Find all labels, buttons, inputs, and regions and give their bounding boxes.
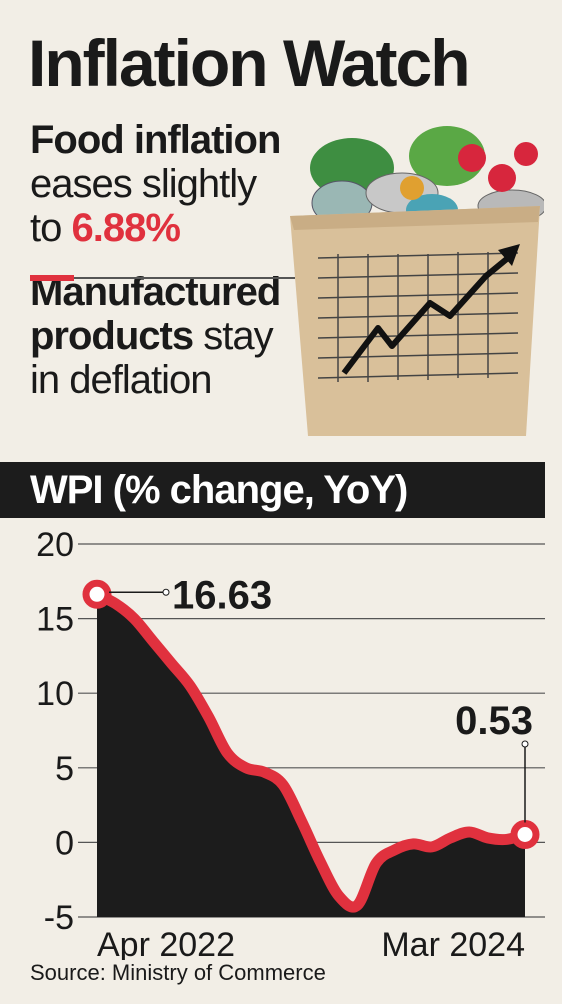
end-value-label: 0.53 [455, 699, 533, 743]
start-point-marker [82, 579, 112, 609]
chart-annotations: 16.63 0.53 [82, 573, 540, 849]
manufactured-products-point: Manufactured products stay in deflation [30, 270, 310, 402]
end-leader-dot [521, 740, 529, 748]
trend-arrow-icon [341, 255, 510, 375]
tomato-icon [488, 164, 516, 192]
x-label-end: Mar 2024 [381, 926, 525, 960]
food-inflation-line2: eases slightly [30, 162, 257, 206]
greens-icon [409, 126, 485, 186]
end-point-marker [510, 819, 540, 849]
y-tick-label: 0 [55, 824, 74, 862]
key-points: Food inflation eases slightly to 6.88% M… [30, 118, 310, 402]
divider-accent [30, 275, 74, 281]
food-inflation-label: Food inflation [30, 118, 281, 162]
y-tick-label: 15 [36, 601, 74, 639]
tomato-icon [514, 142, 538, 166]
products-label: products [30, 314, 194, 358]
wpi-line [91, 588, 531, 913]
headline: Inflation Watch [28, 26, 471, 100]
y-tick-label: 10 [36, 675, 74, 713]
y-tick-label: -5 [44, 899, 74, 937]
y-tick-label: 5 [55, 750, 74, 788]
x-label-start: Apr 2022 [97, 926, 235, 960]
y-tick-label: 20 [36, 526, 74, 564]
food-inflation-value: 6.88% [71, 206, 180, 250]
food-inflation-point: Food inflation eases slightly to 6.88% [30, 118, 310, 250]
stay-label: stay [193, 314, 273, 358]
start-value-label: 16.63 [172, 573, 272, 617]
points-divider [30, 275, 295, 281]
y-axis-ticks: 20 15 10 5 0 -5 [36, 526, 74, 937]
start-leader-dot [162, 588, 170, 596]
source-note: Source: Ministry of Commerce [30, 960, 326, 985]
wpi-area [97, 594, 525, 917]
wpi-chart: 20 15 10 5 0 -5 16.63 0.53 Apr 2022 Mar 2024 [36, 526, 545, 960]
deflation-line: in deflation [30, 358, 212, 402]
chart-title-band: WPI (% change, YoY) [0, 462, 545, 518]
food-inflation-line3: to [30, 206, 72, 250]
grocery-bag-illustration [290, 126, 544, 436]
tomato-icon [458, 144, 486, 172]
orange-icon [400, 176, 424, 200]
chart-title: WPI (% change, YoY) [30, 468, 408, 512]
